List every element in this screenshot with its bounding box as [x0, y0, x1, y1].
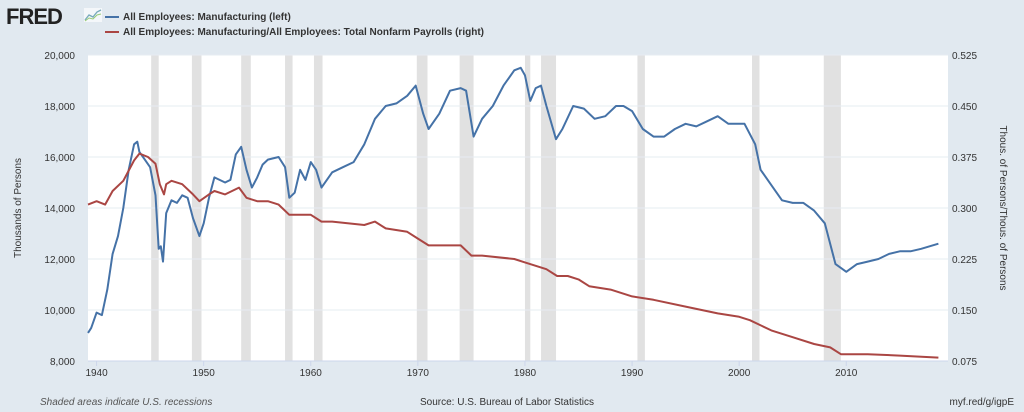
x-tick-label: 1950 [193, 368, 216, 379]
x-tick-label: 2000 [728, 368, 751, 379]
y-axis-title: Thousands of Persons [13, 158, 24, 258]
chart-icon [84, 8, 102, 22]
y2-tick-label: 0.450 [952, 102, 977, 113]
y-tick-label: 8,000 [50, 357, 75, 368]
y-tick-label: 12,000 [44, 255, 75, 266]
y2-tick-label: 0.150 [952, 306, 977, 317]
recession-band [637, 55, 645, 361]
recession-band [151, 55, 159, 361]
x-tick-label: 1970 [407, 368, 430, 379]
series-line-manufacturing [87, 66, 939, 334]
y-tick-label: 10,000 [44, 306, 75, 317]
recession-band [459, 55, 474, 361]
legend-swatch [105, 31, 119, 34]
recession-note: Shaded areas indicate U.S. recessions [40, 397, 213, 408]
plot-area [88, 55, 948, 361]
recession-band [313, 55, 323, 361]
source: Source: U.S. Bureau of Labor Statistics [420, 397, 594, 408]
short-link[interactable]: myf.red/g/igpE [949, 397, 1014, 408]
legend-item-red: All Employees: Manufacturing/All Employe… [105, 25, 484, 40]
series-line-ratio [87, 152, 939, 359]
x-tick-label: 1990 [621, 368, 644, 379]
y-tick-label: 14,000 [44, 204, 75, 215]
y-tick-label: 20,000 [44, 51, 75, 62]
y2-tick-label: 0.225 [952, 255, 977, 266]
legend-swatch [105, 16, 119, 19]
legend-label: All Employees: Manufacturing (left) [123, 12, 291, 23]
recession-band [241, 55, 251, 361]
y2-tick-label: 0.375 [952, 153, 977, 164]
y-tick-label: 16,000 [44, 153, 75, 164]
y2-tick-label: 0.525 [952, 51, 977, 62]
x-tick-label: 2010 [835, 368, 858, 379]
recession-band [541, 55, 557, 361]
recession-band [416, 55, 428, 361]
y2-axis-title: Thous. of Persons/Thous. of Persons [997, 125, 1008, 290]
y-tick-label: 18,000 [44, 102, 75, 113]
legend-item-blue: All Employees: Manufacturing (left) [105, 10, 484, 25]
y2-tick-label: 0.300 [952, 204, 977, 215]
x-tick-label: 1940 [85, 368, 108, 379]
recession-band [823, 55, 841, 361]
recession-band [524, 55, 531, 361]
recession-band [285, 55, 293, 361]
x-tick-label: 1960 [300, 368, 323, 379]
y2-tick-label: 0.075 [952, 357, 977, 368]
fred-logo[interactable]: FRED [6, 4, 63, 29]
legend: All Employees: Manufacturing (left) All … [105, 10, 484, 40]
x-tick-label: 1980 [514, 368, 537, 379]
recession-band [191, 55, 202, 361]
recession-band [752, 55, 760, 361]
legend-label: All Employees: Manufacturing/All Employe… [123, 27, 484, 38]
